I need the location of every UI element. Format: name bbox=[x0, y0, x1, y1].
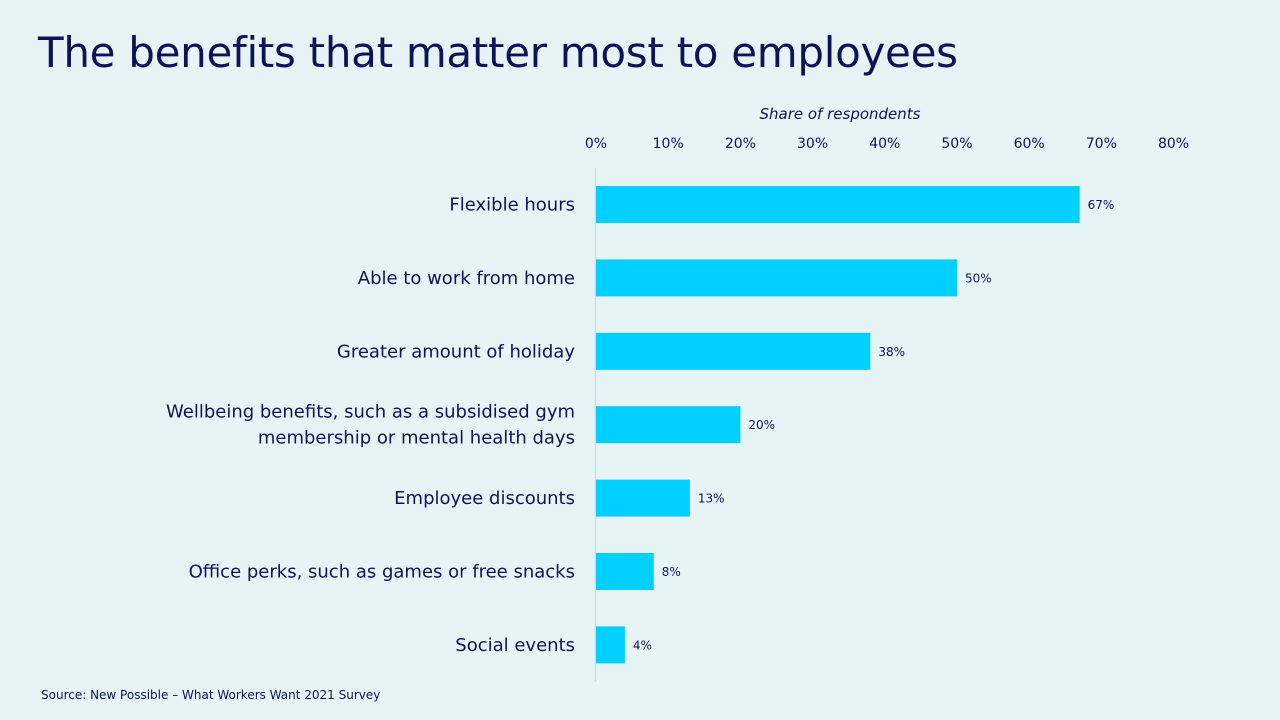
category-label: Flexible hours bbox=[449, 195, 575, 216]
x-tick-label: 10% bbox=[653, 136, 684, 152]
x-tick-label: 50% bbox=[941, 136, 972, 152]
category-label: Employee discounts bbox=[394, 488, 575, 509]
bar bbox=[596, 332, 871, 370]
data-label: 4% bbox=[633, 638, 652, 652]
source-footnote: Source: New Possible – What Workers Want… bbox=[41, 688, 381, 702]
category-labels: Flexible hours Able to work from home Grea… bbox=[166, 195, 575, 656]
category-label: Office perks, such as games or free snac… bbox=[189, 562, 575, 583]
x-tick-label: 30% bbox=[797, 136, 828, 152]
x-tick-label: 20% bbox=[725, 136, 756, 152]
category-label: membership or mental health days bbox=[258, 428, 575, 449]
data-label: 8% bbox=[662, 565, 681, 579]
x-tick-label: 60% bbox=[1014, 136, 1045, 152]
page-title: The benefits that matter most to employe… bbox=[38, 28, 958, 77]
bar bbox=[596, 553, 654, 590]
data-label: 67% bbox=[1088, 198, 1115, 212]
x-axis-title: Share of respondents bbox=[760, 105, 921, 123]
data-label: 50% bbox=[965, 271, 992, 285]
bar bbox=[596, 479, 690, 517]
data-label: 20% bbox=[748, 418, 775, 432]
x-axis-ticks: 0% 10% 20% 30% 40% 50% 60% 70% 80% bbox=[585, 136, 1189, 152]
category-label: Able to work from home bbox=[358, 268, 575, 289]
category-label: Social events bbox=[455, 635, 575, 656]
x-tick-label: 40% bbox=[869, 136, 900, 152]
data-label: 38% bbox=[878, 345, 905, 359]
x-tick-label: 0% bbox=[585, 136, 607, 152]
bar bbox=[596, 626, 625, 664]
data-label: 13% bbox=[698, 492, 725, 506]
bar bbox=[596, 406, 741, 444]
category-label: Wellbeing benefits, such as a subsidised… bbox=[166, 402, 575, 423]
value-labels: 67% 50% 38% 20% 13% 8% 4% bbox=[633, 198, 1114, 652]
bar bbox=[596, 186, 1080, 223]
bar bbox=[596, 259, 957, 297]
bars bbox=[596, 186, 1080, 664]
category-label: Greater amount of holiday bbox=[337, 341, 575, 362]
x-tick-label: 80% bbox=[1158, 136, 1189, 152]
x-tick-label: 70% bbox=[1086, 136, 1117, 152]
